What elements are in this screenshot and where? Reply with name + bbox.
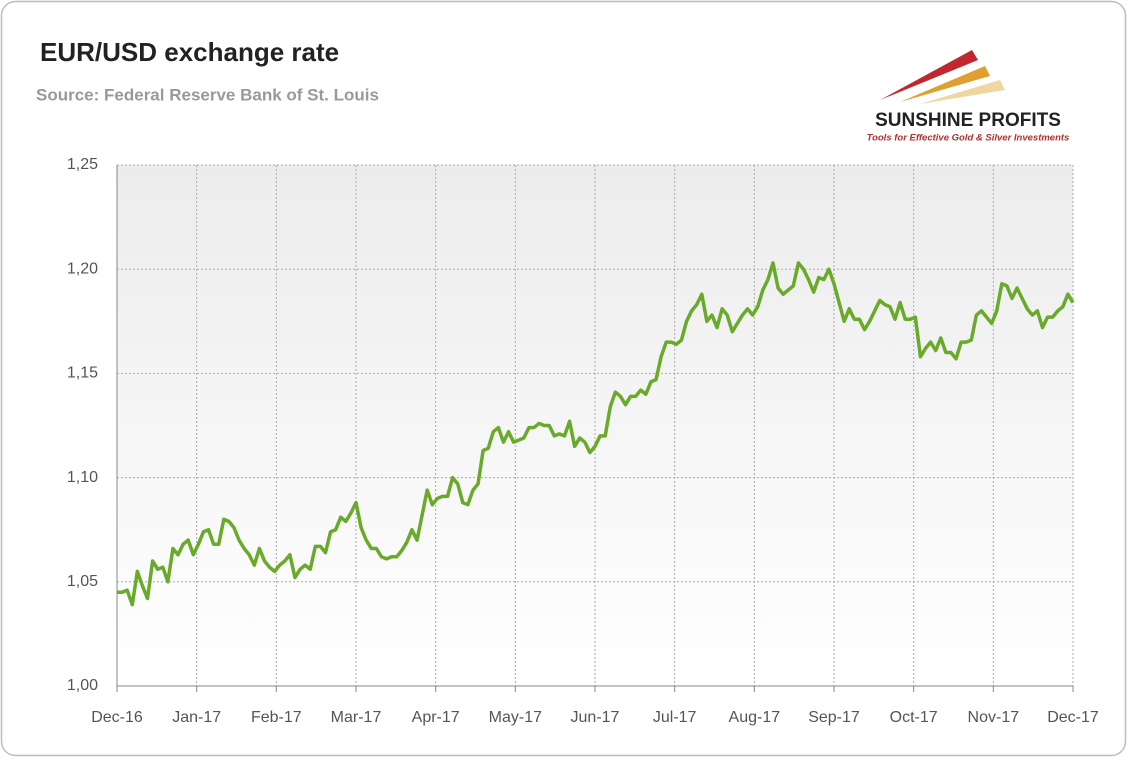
- series-line: [117, 261, 1075, 607]
- x-tick-label: Sep-17: [808, 709, 860, 726]
- y-tick-label: 1,00: [67, 677, 98, 694]
- x-tick-label: Oct-17: [890, 709, 938, 726]
- logo-name: SUNSHINE PROFITS: [875, 110, 1061, 131]
- x-tick-label: Jun-17: [571, 709, 620, 726]
- x-tick-label: Feb-17: [251, 709, 302, 726]
- x-tick-label: May-17: [489, 709, 542, 726]
- x-tick-label: Dec-16: [91, 709, 143, 726]
- logo-stripe: [920, 80, 1005, 104]
- x-tick-label: Mar-17: [331, 709, 382, 726]
- logo: SUNSHINE PROFITS Tools for Effective Gol…: [867, 50, 1070, 144]
- y-tick-label: 1,20: [67, 260, 98, 277]
- y-tick-label: 1,10: [67, 469, 98, 486]
- x-tick-label: Dec-17: [1047, 709, 1099, 726]
- x-tick-label: Aug-17: [729, 709, 781, 726]
- x-tick-label: Jul-17: [653, 709, 697, 726]
- x-tick-label: Nov-17: [968, 709, 1020, 726]
- y-tick-label: 1,15: [67, 365, 98, 382]
- x-tick-label: Apr-17: [412, 709, 460, 726]
- logo-tagline: Tools for Effective Gold & Silver Invest…: [867, 133, 1070, 144]
- y-tick-label: 1,05: [67, 573, 98, 590]
- chart-subtitle: Source: Federal Reserve Bank of St. Loui…: [36, 85, 379, 104]
- logo-stripe: [880, 50, 978, 100]
- chart-title: EUR/USD exchange rate: [40, 37, 339, 67]
- x-tick-label: Jan-17: [172, 709, 221, 726]
- logo-stripe: [900, 66, 990, 102]
- y-tick-label: 1,25: [67, 156, 98, 173]
